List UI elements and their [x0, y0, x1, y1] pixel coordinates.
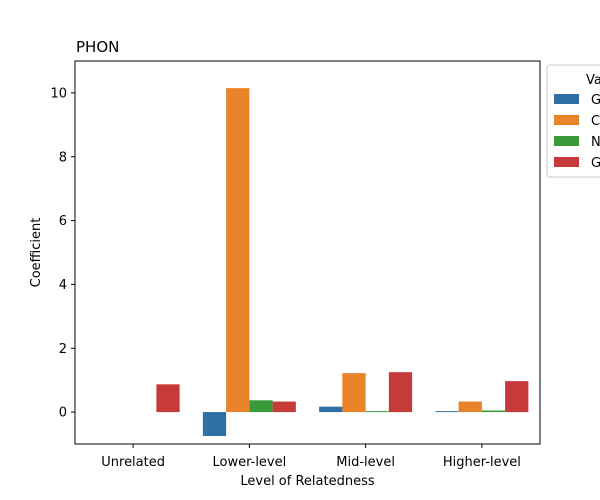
- bar-3-mid-level: [365, 411, 389, 413]
- bar-1-higher-level: [435, 411, 459, 413]
- x-axis: Unrelated Lower-level Mid-level Higher-leve…: [101, 444, 521, 470]
- bar-3-lower-level: [249, 400, 273, 413]
- bar-2-lower-level: [226, 88, 250, 413]
- chart-title: PHON: [76, 38, 119, 56]
- y-tick-label: 4: [59, 278, 67, 293]
- x-tick-label: Lower-level: [213, 455, 287, 470]
- plot-frame: [74, 60, 541, 445]
- bar-2-higher-level: [458, 401, 482, 413]
- legend-label: C: [591, 114, 600, 129]
- legend-title: Va: [586, 73, 600, 88]
- bar-1-lower-level: [202, 412, 227, 437]
- y-axis: 0 2 4 6 8 10: [50, 86, 75, 421]
- legend-label: G: [591, 93, 600, 108]
- bar-4-lower-level: [272, 401, 296, 413]
- legend-label: G: [591, 156, 600, 171]
- bar-4-higher-level: [505, 381, 529, 413]
- bars-group: [156, 88, 529, 437]
- bar-1-mid-level: [319, 406, 343, 413]
- legend-label: N: [591, 135, 600, 150]
- x-tick-label: Mid-level: [336, 455, 395, 470]
- y-tick-label: 8: [59, 150, 67, 165]
- y-tick-label: 0: [59, 406, 67, 421]
- bar-4-unrelated: [156, 384, 180, 413]
- bar-4-mid-level: [388, 372, 413, 413]
- y-tick-label: 2: [59, 342, 67, 357]
- x-tick-label: Higher-level: [443, 455, 521, 470]
- y-axis-title: Coefficient: [29, 218, 44, 288]
- bar-2-mid-level: [342, 373, 366, 413]
- x-axis-title: Level of Relatedness: [240, 474, 374, 489]
- bar-3-higher-level: [481, 410, 506, 413]
- y-tick-label: 6: [59, 214, 67, 229]
- legend-swatch: [554, 94, 579, 104]
- x-tick-label: Unrelated: [101, 455, 165, 470]
- y-tick-label: 10: [50, 86, 67, 101]
- legend-swatch: [554, 115, 579, 125]
- legend-swatch: [554, 157, 579, 167]
- legend-swatch: [554, 136, 579, 146]
